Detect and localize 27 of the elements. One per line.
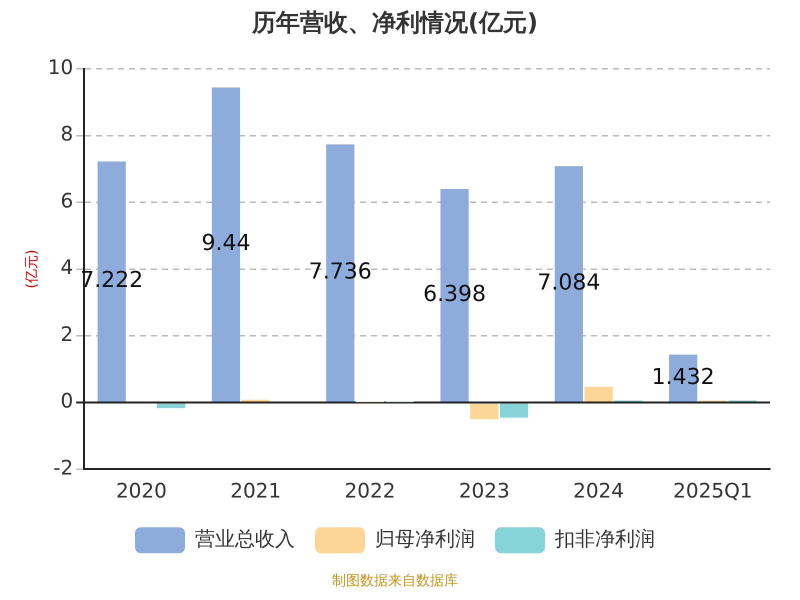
y-tick-label: 8 xyxy=(60,122,74,146)
y-tick-label: 2 xyxy=(60,322,74,346)
data-label: 7.736 xyxy=(308,260,372,285)
x-tick-label: 2021 xyxy=(230,478,282,502)
legend-label: 归母净利润 xyxy=(375,526,475,550)
x-tick-label: 2024 xyxy=(573,478,624,502)
data-label: 7.084 xyxy=(537,270,600,296)
text: 制图数据来自数据库 xyxy=(332,573,458,590)
legend-label: 扣非净利润 xyxy=(554,526,655,550)
bar xyxy=(156,403,186,408)
y-tick-label: 10 xyxy=(48,55,74,80)
data-label: 6.398 xyxy=(423,282,486,307)
chart-title: 历年营收、净利情况(亿元) xyxy=(251,8,538,37)
bar xyxy=(470,403,498,420)
x-tick-label: 2023 xyxy=(458,478,510,502)
y-tick-label: 4 xyxy=(60,255,74,280)
bar xyxy=(500,403,528,418)
x-tick-label: 2025Q1 xyxy=(673,478,753,502)
bar xyxy=(584,386,613,402)
y-tick-label: 0 xyxy=(60,388,74,413)
data-label: 1.432 xyxy=(652,364,715,390)
x-tick-label: 2020 xyxy=(116,478,167,502)
x-tick-label: 2022 xyxy=(344,478,396,502)
y-tick-label: -2 xyxy=(53,455,74,480)
y-axis-title: (亿元) xyxy=(24,250,40,288)
y-tick-label: 6 xyxy=(60,188,74,212)
legend-label: 营业总收入 xyxy=(195,526,295,550)
